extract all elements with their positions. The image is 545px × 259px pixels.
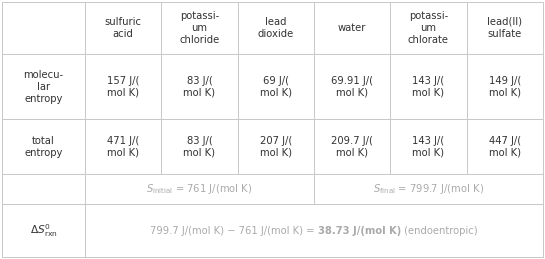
Bar	[314, 204, 390, 257]
Text: 149 J/(
mol K): 149 J/( mol K)	[489, 76, 521, 97]
Bar	[467, 119, 543, 174]
Text: potassi-
um
chloride: potassi- um chloride	[179, 11, 220, 45]
Bar	[85, 119, 161, 174]
Bar	[238, 119, 314, 174]
Bar	[2, 2, 85, 54]
Bar	[314, 174, 543, 204]
Text: 83 J/(
mol K): 83 J/( mol K)	[184, 135, 215, 157]
Bar	[2, 204, 85, 257]
Text: 471 J/(
mol K): 471 J/( mol K)	[107, 135, 140, 157]
Text: 69.91 J/(
mol K): 69.91 J/( mol K)	[331, 76, 373, 97]
Bar	[238, 174, 314, 204]
Text: total
entropy: total entropy	[25, 135, 63, 157]
Text: potassi-
um
chlorate: potassi- um chlorate	[408, 11, 449, 45]
Bar	[314, 174, 390, 204]
Text: 143 J/(
mol K): 143 J/( mol K)	[413, 76, 445, 97]
Text: lead
dioxide: lead dioxide	[258, 17, 294, 39]
Bar	[85, 204, 161, 257]
Text: $\Delta S^0_\mathrm{rxn}$: $\Delta S^0_\mathrm{rxn}$	[30, 222, 57, 239]
Bar	[314, 54, 390, 119]
Bar	[85, 174, 161, 204]
Bar	[238, 204, 314, 257]
Text: $S_\mathrm{final}$ = 799.7 J/(mol K): $S_\mathrm{final}$ = 799.7 J/(mol K)	[373, 182, 484, 196]
Text: 143 J/(
mol K): 143 J/( mol K)	[413, 135, 445, 157]
Bar	[467, 204, 543, 257]
Bar	[390, 119, 467, 174]
Bar	[390, 174, 467, 204]
Text: 447 J/(
mol K): 447 J/( mol K)	[489, 135, 521, 157]
Bar	[390, 204, 467, 257]
Bar	[238, 2, 314, 54]
Text: lead(II)
sulfate: lead(II) sulfate	[487, 17, 522, 39]
Bar	[390, 54, 467, 119]
Bar	[314, 119, 390, 174]
Bar	[467, 2, 543, 54]
Bar	[161, 174, 238, 204]
Text: 209.7 J/(
mol K): 209.7 J/( mol K)	[331, 135, 373, 157]
Bar	[390, 2, 467, 54]
Bar	[2, 174, 85, 204]
Bar	[238, 54, 314, 119]
Text: 69 J/(
mol K): 69 J/( mol K)	[260, 76, 292, 97]
Text: 157 J/(
mol K): 157 J/( mol K)	[107, 76, 140, 97]
Bar	[85, 204, 543, 257]
Bar	[161, 2, 238, 54]
Bar	[161, 54, 238, 119]
Text: molecu-
lar
entropy: molecu- lar entropy	[23, 69, 64, 104]
Text: (endoentropic): (endoentropic)	[401, 226, 478, 235]
Bar	[467, 174, 543, 204]
Text: sulfuric
acid: sulfuric acid	[105, 17, 142, 39]
Bar	[314, 2, 390, 54]
Bar	[85, 2, 161, 54]
Bar	[85, 174, 314, 204]
Text: 799.7 J/(mol K) − 761 J/(mol K) =: 799.7 J/(mol K) − 761 J/(mol K) =	[150, 226, 318, 235]
Bar	[85, 204, 543, 257]
Text: water: water	[338, 23, 366, 33]
Bar	[161, 204, 238, 257]
Bar	[161, 119, 238, 174]
Bar	[85, 174, 314, 204]
Text: 38.73 J/(mol K): 38.73 J/(mol K)	[318, 226, 401, 235]
Text: $S_\mathrm{initial}$ = 761 J/(mol K): $S_\mathrm{initial}$ = 761 J/(mol K)	[146, 182, 253, 196]
Bar	[85, 54, 161, 119]
Bar	[2, 54, 85, 119]
Bar	[314, 174, 543, 204]
Bar	[467, 54, 543, 119]
Text: 207 J/(
mol K): 207 J/( mol K)	[260, 135, 292, 157]
Bar	[2, 119, 85, 174]
Text: 83 J/(
mol K): 83 J/( mol K)	[184, 76, 215, 97]
